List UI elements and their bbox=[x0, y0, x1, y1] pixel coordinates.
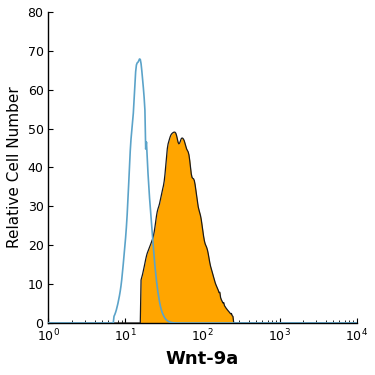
Y-axis label: Relative Cell Number: Relative Cell Number bbox=[7, 87, 22, 248]
X-axis label: Wnt-9a: Wnt-9a bbox=[166, 350, 239, 368]
